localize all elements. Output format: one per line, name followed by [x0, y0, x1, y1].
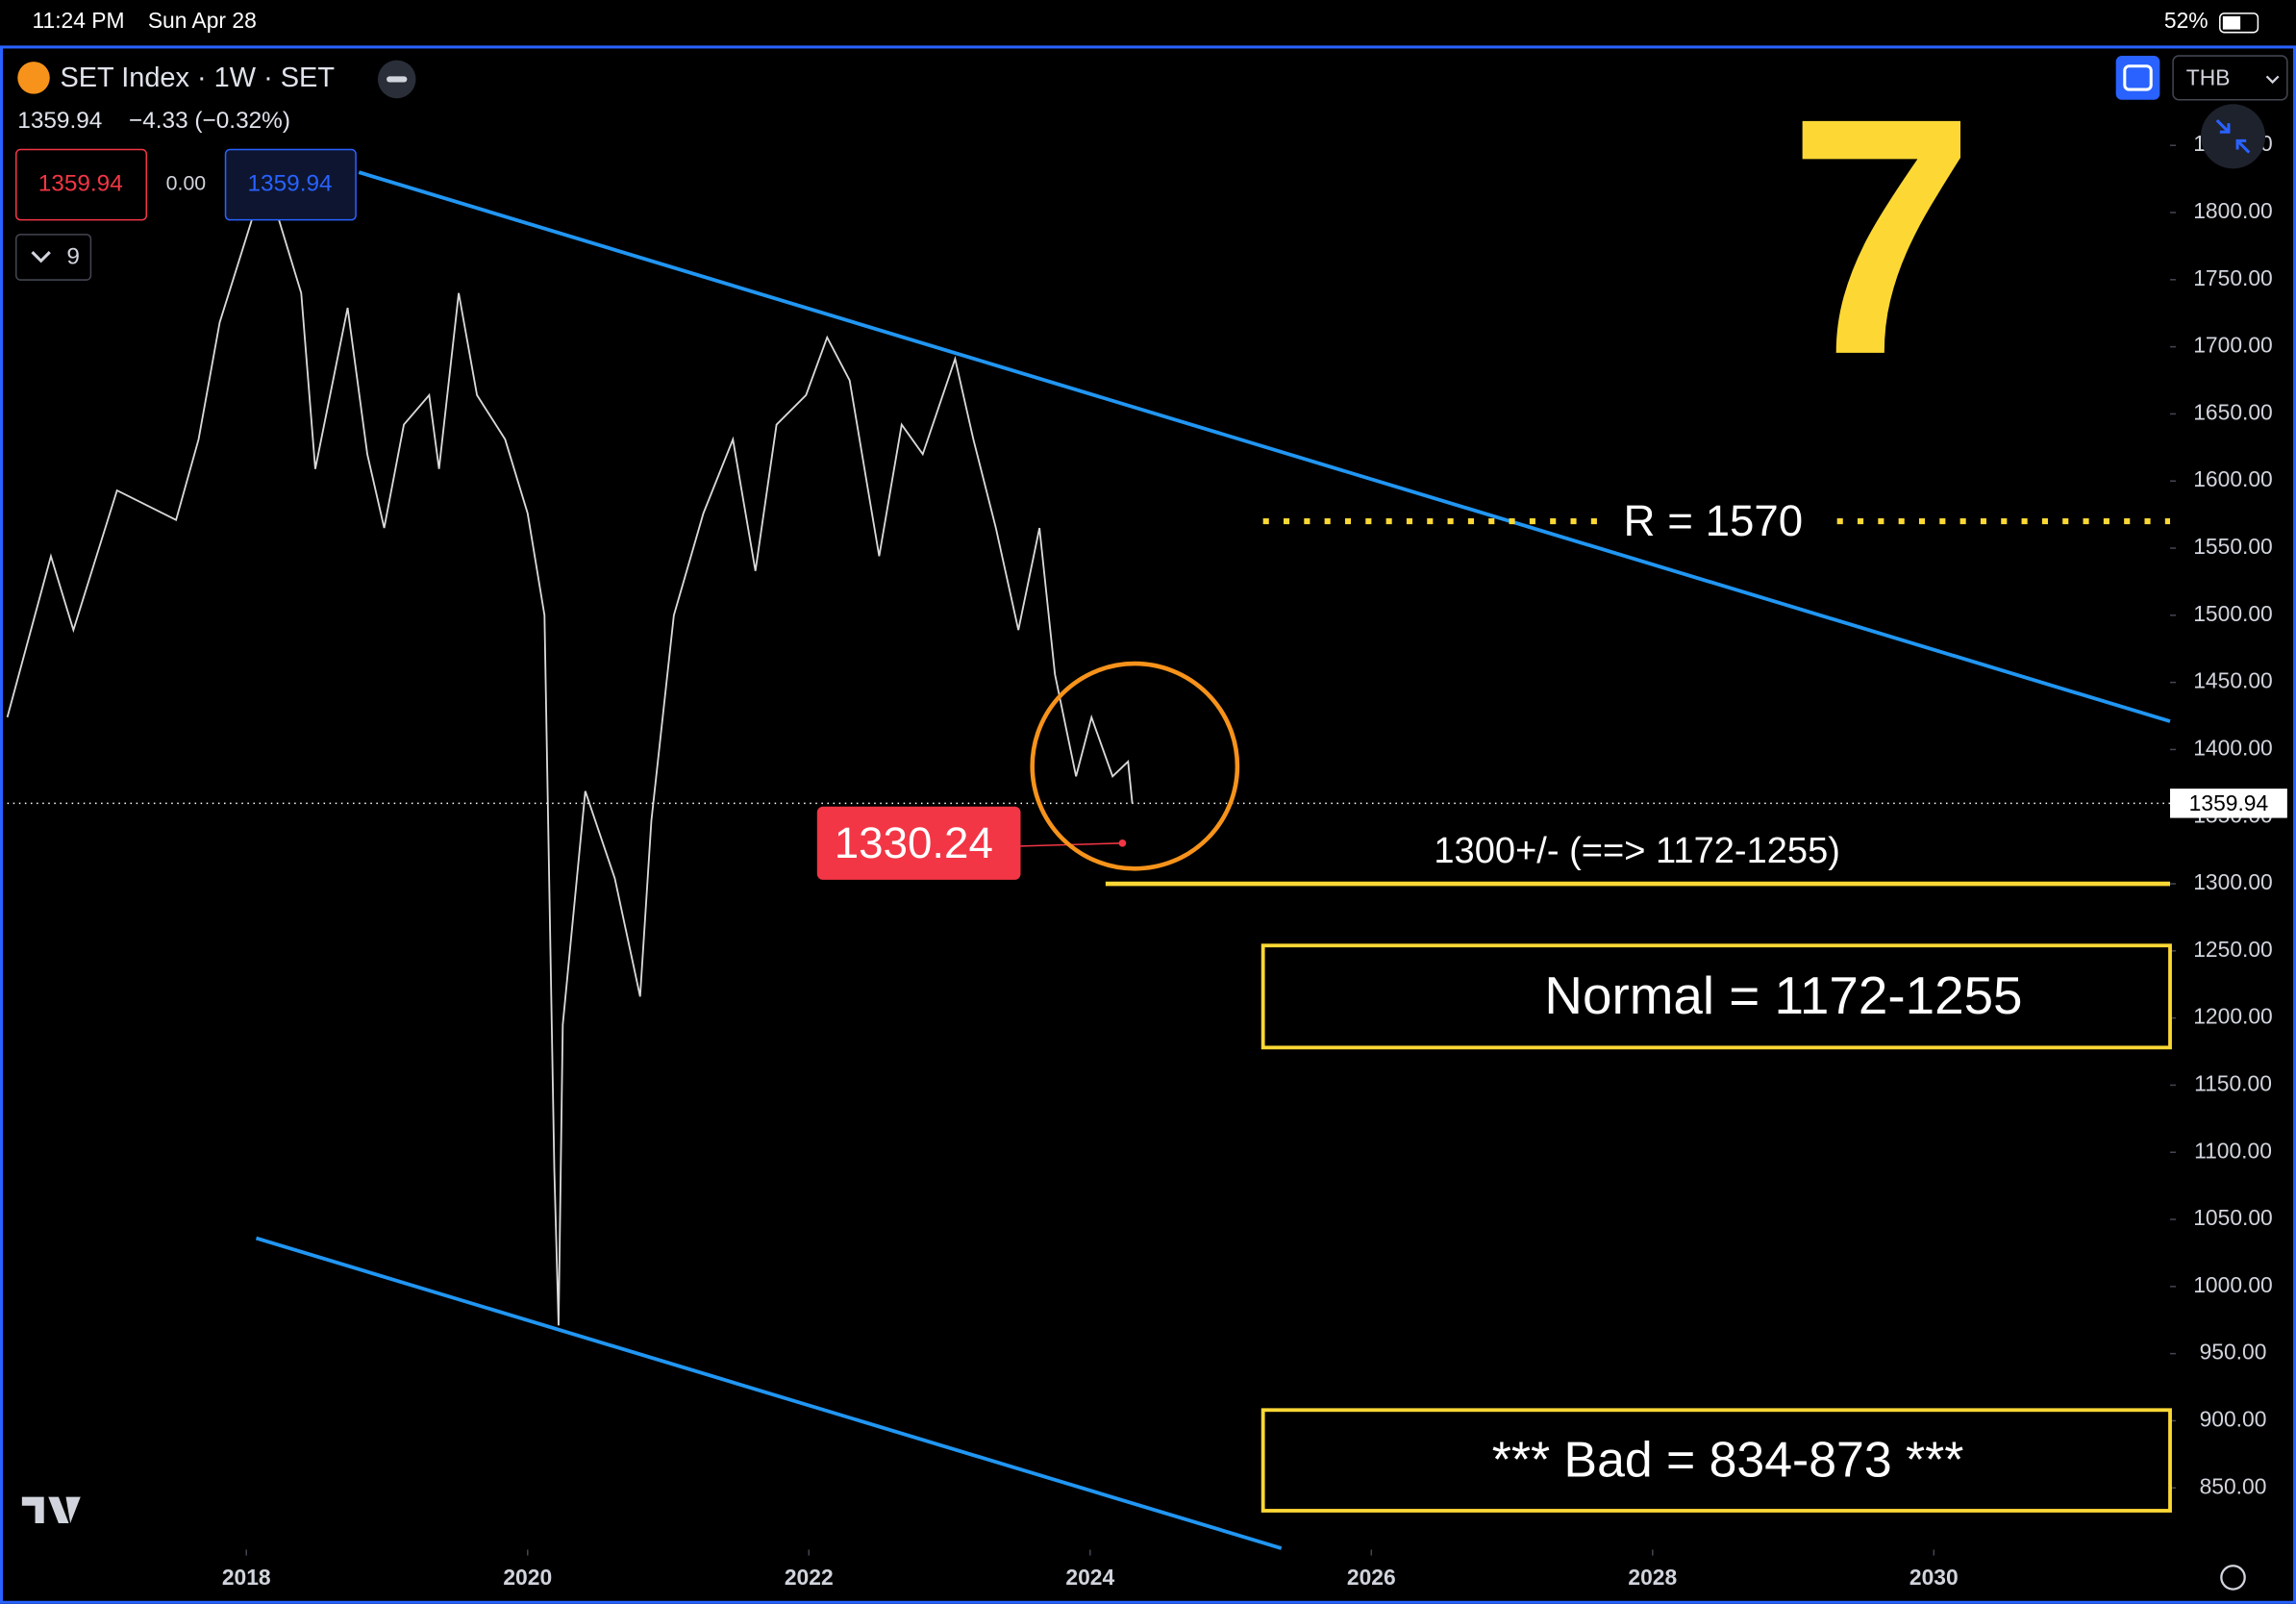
x-tick-label: 2024 — [1065, 1565, 1114, 1590]
zone-label: *** Bad = 834-873 *** — [1492, 1431, 1964, 1487]
y-tick-label: 1600.00 — [2193, 466, 2273, 491]
symbol-icon — [17, 62, 50, 94]
x-tick-label: 2028 — [1628, 1565, 1677, 1590]
resistance-label-bg — [1603, 494, 1824, 548]
plot-area: 850.00 900.00 950.00 1000.00 1050.00 1100.00 1… — [6, 49, 2287, 1590]
x-tick-label: 2026 — [1347, 1565, 1396, 1590]
big-number: 7 — [1788, 49, 1976, 425]
currency: THB — [2186, 64, 2231, 89]
y-tick-label: 1300.00 — [2193, 869, 2273, 894]
y-tick-label: 1400.00 — [2193, 735, 2273, 760]
minimize-button[interactable] — [2201, 104, 2266, 169]
last-price-tag-label: 1359.94 — [2189, 790, 2269, 815]
y-tick-label: 950.00 — [2200, 1340, 2267, 1365]
status-date: Sun Apr 28 — [148, 8, 257, 33]
y-tick-label: 900.00 — [2200, 1406, 2267, 1431]
low-marker-label: 1330.24 — [835, 818, 993, 867]
y-tick-label: 1050.00 — [2193, 1205, 2273, 1230]
indicator-toggle[interactable] — [14, 234, 92, 281]
indicator-count: 9 — [66, 244, 80, 270]
support-label: 1300+/- (==> 1172-1255) — [1434, 831, 1840, 871]
minimize-icon — [2215, 118, 2251, 154]
tv-logo — [21, 1496, 81, 1524]
buy-button[interactable] — [224, 148, 357, 221]
spread: 0.00 — [166, 172, 207, 195]
y-tick-label: 1150.00 — [2194, 1070, 2272, 1095]
x-tick-label: 2022 — [785, 1565, 834, 1590]
low-marker — [1118, 840, 1127, 847]
symbol-title: SET Index · 1W · SET — [60, 63, 335, 93]
trend-line — [255, 1236, 1283, 1550]
zone-box — [1260, 1408, 2172, 1513]
x-tick-label: 2018 — [222, 1565, 271, 1590]
zone-label: Normal = 1172-1255 — [1544, 965, 2022, 1025]
y-tick-label: 1000.00 — [2193, 1272, 2273, 1297]
y-tick-label: 1200.00 — [2193, 1004, 2273, 1029]
y-tick-label: 1750.00 — [2193, 265, 2273, 290]
currency-chevron — [2265, 75, 2280, 85]
y-tick-label: 1250.00 — [2193, 937, 2273, 962]
settings-button[interactable] — [2220, 1565, 2246, 1591]
price-change: −4.33 (−0.32%) — [129, 108, 290, 134]
battery-level: 52% — [2164, 8, 2209, 33]
resistance-label: R = 1570 — [1624, 496, 1804, 545]
sell-price[interactable]: 1359.94 — [38, 171, 123, 197]
y-tick-label: 1100.00 — [2194, 1138, 2272, 1163]
y-tick-label: 1800.00 — [2193, 198, 2273, 223]
zone-box — [1260, 943, 2172, 1050]
x-tick-label: 2030 — [1909, 1565, 1959, 1590]
low-marker-tag — [816, 806, 1021, 880]
chevron — [31, 251, 51, 263]
y-tick-label: 1500.00 — [2193, 601, 2273, 626]
y-tick-label: 1650.00 — [2193, 399, 2273, 424]
frame — [0, 45, 2296, 1604]
x-tick-label: 2020 — [503, 1565, 552, 1590]
sell-button[interactable] — [14, 148, 148, 221]
collapse-icon — [387, 76, 408, 83]
last-price-tag — [2170, 789, 2287, 818]
y-tick-label: 850.00 — [2200, 1473, 2267, 1498]
battery-fill — [2222, 15, 2241, 30]
currency-select[interactable] — [2172, 55, 2288, 101]
y-tick-label: 1550.00 — [2193, 534, 2273, 559]
buy-price[interactable]: 1359.94 — [248, 171, 333, 197]
highlight-circle — [1030, 661, 1240, 871]
y-tick-label: 1450.00 — [2193, 668, 2273, 693]
status-time: 11:24 PM — [33, 8, 125, 33]
battery-icon — [2219, 13, 2259, 34]
price-line — [6, 204, 1134, 1326]
last-price: 1359.94 — [17, 108, 102, 134]
fullscreen-icon — [2123, 64, 2153, 91]
fullscreen-button[interactable] — [2115, 56, 2160, 100]
y-tick-label: 1700.00 — [2193, 333, 2273, 358]
trend-line — [358, 170, 2171, 723]
